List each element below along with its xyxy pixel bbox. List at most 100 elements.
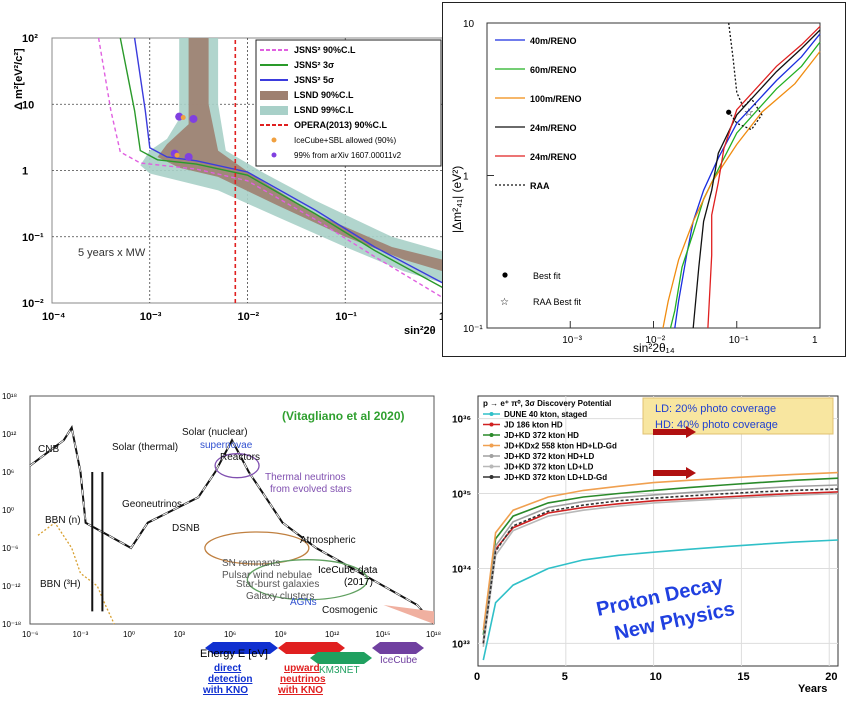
c3-label: Cosmogenic [322, 605, 378, 616]
proton-decay-chart: 0 5 10 15 20 10³³ 10³⁴ 10³⁵ 10³⁶ LD: 20% photo c… [452, 395, 839, 695]
c2-legend-label: 24m/RENO [530, 152, 577, 162]
c3-sn-ellipse [204, 531, 310, 565]
c2-legend-label: 100m/RENO [530, 94, 582, 104]
c2-legend-label: RAA [530, 181, 550, 191]
c4-legend-label: DUNE 40 kton, staged [504, 410, 587, 419]
c1-legend-swatch [271, 152, 277, 158]
neutrino-spectrum-panel: 10⁻⁶ 10⁻³ 10⁰ 10³ 10⁶ 10⁹ 10¹² 10¹⁵ 10¹⁸ 10⁻¹⁸ 10⁻… [0, 390, 442, 710]
c4-xtick: 20 [825, 671, 837, 683]
c3-band-arrow [278, 642, 345, 654]
c4-note-1: LD: 20% photo coverage [655, 403, 776, 415]
c3-ytick: 10¹² [2, 430, 17, 439]
c3-label: Pulsar wind nebulae [222, 570, 312, 581]
c3-label: CNB [38, 444, 59, 455]
c4-ytick: 10³⁵ [452, 490, 471, 501]
c2-legend-raa-best-fit: RAA Best fit [533, 297, 582, 307]
c3-xtick: 10¹⁵ [376, 630, 391, 639]
c1-legend-label: LSND 99%C.L [294, 105, 354, 115]
c1-lsnd99-band [140, 38, 444, 284]
c2-best-fit-point [726, 109, 732, 115]
c1-legend-label: IceCube+SBL allowed (90%) [294, 136, 397, 145]
reno-chart: ☆ 10⁻³ 10⁻² 10⁻¹ 1 10⁻¹ 1 10 40m/RENO 60m/RENO 1… [450, 19, 821, 355]
c2-ytick: 1 [463, 172, 469, 183]
c1-series-line [119, 37, 444, 289]
c3-label: supernovae [200, 440, 253, 451]
c3-xtick: 10¹² [325, 630, 340, 639]
c2-xtick: 10⁻² [646, 335, 666, 346]
c3-ytick: 10⁻⁶ [2, 544, 18, 553]
c4-legend-label: JD+KD 372 kton HD [504, 431, 579, 440]
c1-annotation: 5 years x MW [78, 247, 146, 259]
c4-series-line [482, 471, 839, 631]
c3-label: DSNB [172, 523, 200, 534]
c1-legend-swatch [260, 106, 288, 115]
c3-label: IceCube data [318, 565, 378, 576]
c2-ytick: 10 [463, 19, 475, 30]
c4-xtick: 0 [474, 671, 480, 683]
c3-label: Solar (nuclear) [182, 427, 248, 438]
c4-ytick: 10³⁴ [452, 564, 471, 575]
c1-legend-label: JSNS² 3σ [294, 60, 334, 70]
c1-icecube-point [184, 152, 193, 161]
c3-label: SN remnants [222, 558, 280, 569]
c4-legend-label: JD+KDx2 558 kton HD+LD-Gd [504, 442, 617, 451]
c4-arrow-icon [653, 426, 696, 438]
c4-arrow-icon [653, 467, 696, 479]
c4-legend-marker [489, 422, 494, 427]
c3-thermal-ellipse [214, 453, 260, 479]
c3-xtick: 10⁰ [123, 630, 135, 639]
c3-ytick: 10⁻¹⁸ [2, 620, 21, 629]
c4-legend-marker [489, 443, 494, 448]
c4-series-line [482, 488, 839, 644]
c3-band-label: with KNO [277, 685, 323, 696]
c1-series-line [97, 37, 444, 299]
c2-xtick: 10⁻¹ [729, 335, 749, 346]
c4-legend-marker [489, 433, 494, 437]
c2-legend-best-fit: Best fit [533, 271, 561, 281]
c1-legend-swatch [260, 91, 288, 100]
c3-xlabel: Energy E [eV] [200, 648, 268, 660]
c3-label: BBN (n) [45, 515, 81, 526]
c3-label: (2017) [344, 577, 373, 588]
c1-ytick: 1 [22, 166, 28, 178]
c4-series-line [482, 492, 839, 648]
c1-allowed-point [180, 115, 186, 121]
c3-label: Galaxy clusters [246, 591, 314, 602]
c1-ytick: 10² [22, 33, 38, 45]
c4-legend-marker [489, 412, 494, 416]
c1-legend-swatch [271, 137, 277, 143]
c1-ytick: 10⁻² [22, 298, 44, 310]
c3-xtick: 10³ [174, 630, 186, 639]
c1-xtick: 10⁻⁴ [42, 311, 65, 323]
c4-xtick: 5 [562, 671, 568, 683]
c4-legend-marker [489, 475, 494, 479]
c2-xlabel: sin²2θ₁₄ [633, 341, 675, 355]
c1-legend-label: 99% from arXiv 1607.00011v2 [294, 151, 402, 160]
c2-ytick: 10⁻¹ [463, 324, 483, 335]
c3-ytick: 10⁰ [2, 506, 14, 515]
c4-xtick: 10 [650, 671, 662, 683]
c2-legend-label: 24m/RENO [530, 123, 577, 133]
c4-title: p → e⁺ π⁰, 3σ Discovery Potential [483, 399, 611, 408]
c2-series-line [707, 25, 821, 329]
c3-label: BBN (³H) [40, 579, 81, 590]
c1-legend-box [255, 39, 442, 167]
c4-legend-label: JD 186 kton HD [504, 421, 563, 430]
c3-bbn-curve [37, 521, 115, 625]
c2-series-line [674, 33, 821, 329]
c2-series-line [728, 22, 763, 131]
c3-band-label: IceCube [380, 655, 418, 666]
c3-label: Star-burst galaxies [236, 579, 319, 590]
c2-series-line [662, 51, 821, 329]
c1-ytick: 10⁻¹ [22, 232, 44, 244]
c4-xtick: 15 [737, 671, 749, 683]
c4-legend-label: JD+KD 372 kton LD+LD [504, 463, 594, 472]
c4-series-line [482, 539, 839, 661]
c3-ytick: 10⁶ [2, 468, 14, 477]
c3-label: AGNs [290, 597, 317, 608]
reno-chart-panel: ☆ 10⁻³ 10⁻² 10⁻¹ 1 10⁻¹ 1 10 40m/RENO 60m/RENO 1… [442, 2, 846, 357]
neutrino-spectrum-chart: 10⁻⁶ 10⁻³ 10⁰ 10³ 10⁶ 10⁹ 10¹² 10¹⁵ 10¹⁸10⁻¹⁸10⁻… [2, 392, 441, 696]
c3-title-tag: (Vitagliano et al 2020) [282, 409, 405, 423]
